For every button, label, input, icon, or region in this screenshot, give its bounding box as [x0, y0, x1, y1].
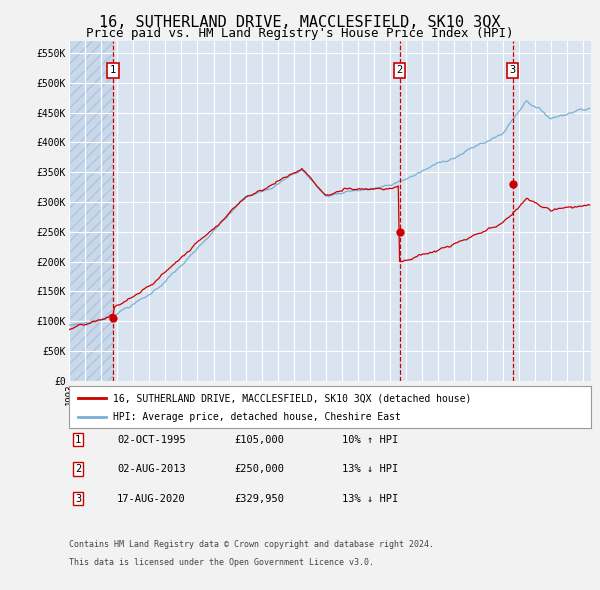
Text: Price paid vs. HM Land Registry's House Price Index (HPI): Price paid vs. HM Land Registry's House … [86, 27, 514, 40]
Text: 16, SUTHERLAND DRIVE, MACCLESFIELD, SK10 3QX: 16, SUTHERLAND DRIVE, MACCLESFIELD, SK10… [99, 15, 501, 30]
Text: 2: 2 [75, 464, 81, 474]
Text: £250,000: £250,000 [234, 464, 284, 474]
Text: 17-AUG-2020: 17-AUG-2020 [117, 494, 186, 503]
Text: 10% ↑ HPI: 10% ↑ HPI [342, 435, 398, 444]
Text: Contains HM Land Registry data © Crown copyright and database right 2024.: Contains HM Land Registry data © Crown c… [69, 540, 434, 549]
Text: 13% ↓ HPI: 13% ↓ HPI [342, 494, 398, 503]
Text: 2: 2 [397, 65, 403, 75]
Text: 1: 1 [110, 65, 116, 75]
Text: This data is licensed under the Open Government Licence v3.0.: This data is licensed under the Open Gov… [69, 558, 374, 566]
Text: 3: 3 [509, 65, 516, 75]
Text: 02-OCT-1995: 02-OCT-1995 [117, 435, 186, 444]
Text: 3: 3 [75, 494, 81, 503]
Text: 13% ↓ HPI: 13% ↓ HPI [342, 464, 398, 474]
Text: 1: 1 [75, 435, 81, 444]
Text: 02-AUG-2013: 02-AUG-2013 [117, 464, 186, 474]
Text: £105,000: £105,000 [234, 435, 284, 444]
Text: £329,950: £329,950 [234, 494, 284, 503]
Text: 16, SUTHERLAND DRIVE, MACCLESFIELD, SK10 3QX (detached house): 16, SUTHERLAND DRIVE, MACCLESFIELD, SK10… [113, 393, 472, 403]
Bar [69, 41, 113, 381]
Text: HPI: Average price, detached house, Cheshire East: HPI: Average price, detached house, Ches… [113, 412, 401, 422]
